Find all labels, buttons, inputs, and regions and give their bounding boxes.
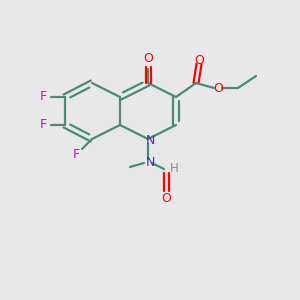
Text: O: O (143, 52, 153, 65)
Text: F: F (72, 148, 80, 161)
Text: F: F (39, 91, 46, 103)
Text: F: F (39, 118, 46, 131)
Text: N: N (145, 134, 155, 146)
Text: N: N (145, 155, 155, 169)
Text: O: O (161, 193, 171, 206)
Text: O: O (194, 53, 204, 67)
Text: O: O (213, 82, 223, 94)
Text: H: H (169, 163, 178, 176)
